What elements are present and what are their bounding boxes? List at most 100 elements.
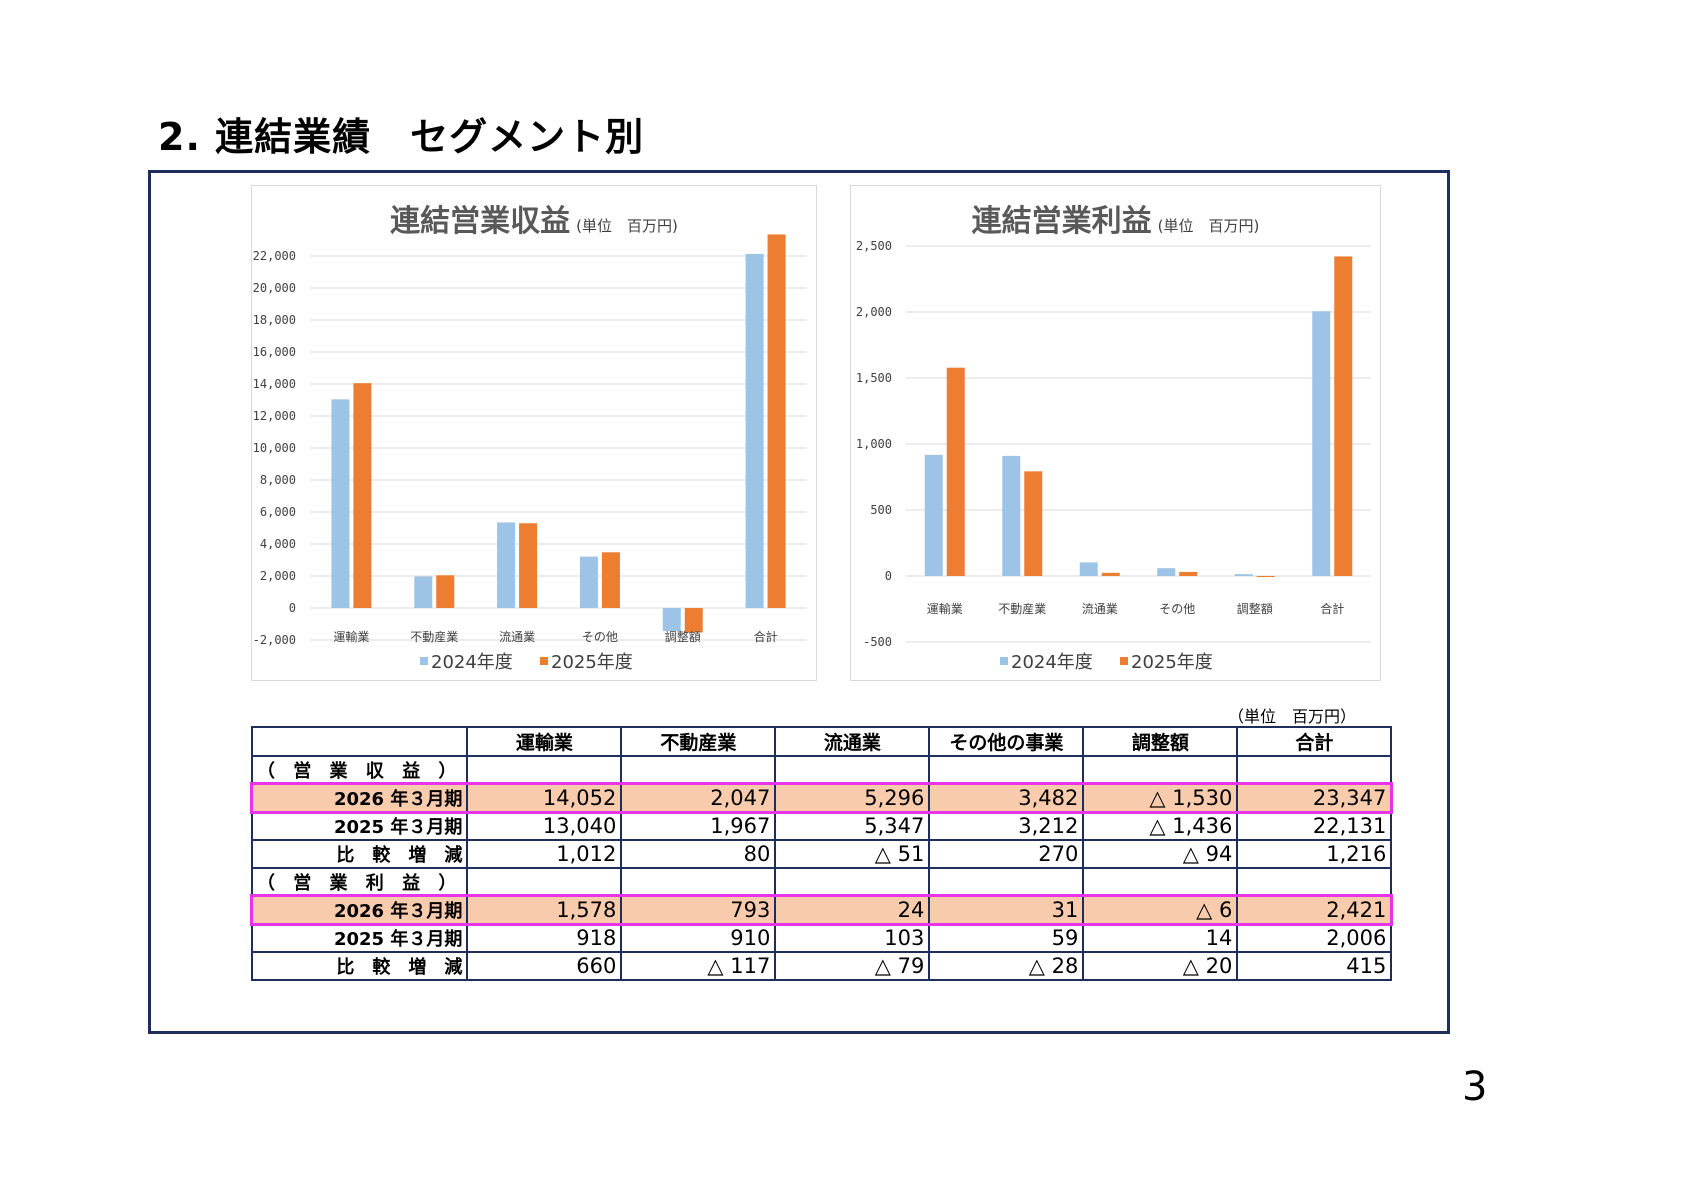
value-cell: 1,578 <box>466 895 623 925</box>
x-category-label: 不動産業 <box>410 629 458 644</box>
header-cell: 不動産業 <box>620 726 777 757</box>
value-cell: 5,296 <box>774 783 931 813</box>
value-cell: △ 117 <box>620 951 777 981</box>
value-cell: 1,216 <box>1236 839 1393 869</box>
revenue-chart-title: 連結営業収益 <box>390 204 571 239</box>
bar <box>1179 571 1198 576</box>
empty-cell <box>928 867 1085 897</box>
x-category-label: 合計 <box>754 629 778 644</box>
revenue-chart-unit: (単位 百万円) <box>576 217 678 235</box>
x-category-label: 流通業 <box>1082 602 1118 616</box>
value-cell: 13,040 <box>466 811 623 841</box>
legend-label: 2024年度 <box>1011 652 1093 673</box>
bar <box>1312 311 1331 576</box>
row-label: 2025 年３月期 <box>250 923 469 953</box>
value-cell: 80 <box>620 839 777 869</box>
empty-cell <box>928 755 1085 785</box>
value-cell: 918 <box>466 923 623 953</box>
y-tick-label: 1,000 <box>856 437 892 451</box>
legend-label: 2025年度 <box>551 652 633 673</box>
empty-cell <box>620 867 777 897</box>
bar <box>1002 455 1021 576</box>
table-row: 比 較 増 減 660 △ 117 △ 79 △ 28 △ 20 415 <box>250 951 1393 981</box>
y-tick-label: 2,000 <box>856 305 892 319</box>
value-cell: 910 <box>620 923 777 953</box>
value-cell: △ 6 <box>1082 895 1239 925</box>
profit-chart-title-wrap: 連結営業利益 (単位 百万円) <box>851 196 1380 240</box>
legend-swatch <box>420 657 428 665</box>
bar <box>497 522 516 608</box>
profit-chart-unit: (単位 百万円) <box>1157 217 1260 235</box>
y-tick-label: 500 <box>870 503 892 517</box>
bar <box>1157 568 1176 576</box>
bar <box>331 399 350 608</box>
table-row: 2026 年３月期 14,052 2,047 5,296 3,482 △ 1,530 23,… <box>249 782 1394 814</box>
bar <box>1101 572 1120 576</box>
value-cell: 793 <box>620 895 777 925</box>
section-label: （ 営 業 収 益 ） <box>250 755 469 785</box>
value-cell: 31 <box>928 895 1085 925</box>
bar <box>1024 471 1043 576</box>
value-cell: 24 <box>774 895 931 925</box>
y-tick-label: 16,000 <box>253 345 296 359</box>
table-row: 2026 年３月期 1,578 793 24 31 △ 6 2,421 <box>249 894 1394 926</box>
empty-cell <box>774 867 931 897</box>
empty-cell <box>1236 867 1393 897</box>
segment-table: 運輸業 不動産業 流通業 その他の事業 調整額 合計 （ 営 業 収 益 ） 20… <box>249 726 1394 981</box>
bar <box>1256 576 1275 577</box>
bar <box>745 253 764 608</box>
table-unit-note: （単位 百万円） <box>1228 707 1357 726</box>
empty-cell <box>466 755 623 785</box>
x-category-label: その他 <box>1159 602 1195 616</box>
value-cell: 23,347 <box>1236 783 1393 813</box>
bar <box>414 576 433 608</box>
x-category-label: その他 <box>582 630 618 644</box>
profit-chart: 連結営業利益 (単位 百万円) -500 0 500 1,000 1,500 2,000 2,… <box>850 185 1381 681</box>
value-cell: 14 <box>1082 923 1239 953</box>
value-cell: 3,212 <box>928 811 1085 841</box>
y-tick-label: 22,000 <box>253 249 296 263</box>
value-cell: 3,482 <box>928 783 1085 813</box>
y-tick-label: 14,000 <box>253 377 296 391</box>
page-title: 2. 連結業績 セグメント別 <box>158 115 645 159</box>
profit-chart-title: 連結営業利益 <box>971 204 1152 239</box>
row-label: 比 較 増 減 <box>250 839 469 869</box>
value-cell: 5,347 <box>774 811 931 841</box>
x-category-label: 流通業 <box>499 630 535 644</box>
bar <box>1079 562 1098 576</box>
table-row: 2025 年３月期 918 910 103 59 14 2,006 <box>250 923 1393 953</box>
empty-cell <box>1082 867 1239 897</box>
revenue-chart-title-wrap: 連結営業収益 (単位 百万円) <box>252 196 816 240</box>
value-cell: 2,421 <box>1236 895 1393 925</box>
x-category-label: 調整額 <box>1237 601 1273 616</box>
value-cell: 2,006 <box>1236 923 1393 953</box>
y-tick-label: 1,500 <box>856 371 892 385</box>
bar <box>767 234 786 608</box>
value-cell: 1,012 <box>466 839 623 869</box>
content-frame <box>148 170 1450 1034</box>
table-header-row: 運輸業 不動産業 流通業 その他の事業 調整額 合計 <box>250 726 1393 757</box>
bar <box>1334 256 1353 576</box>
empty-cell <box>620 755 777 785</box>
y-tick-label: 20,000 <box>253 281 296 295</box>
header-cell: その他の事業 <box>928 726 1085 757</box>
value-cell: 1,967 <box>620 811 777 841</box>
revenue-chart-svg: -2,000 0 2,000 4,000 6,000 8,000 10,000 12,000 1… <box>253 234 807 673</box>
y-tick-label: 0 <box>885 569 892 583</box>
row-label: 2025 年３月期 <box>250 811 469 841</box>
row-label: 比 較 増 減 <box>250 951 469 981</box>
page-number: 3 <box>1462 1064 1488 1110</box>
value-cell: 2,047 <box>620 783 777 813</box>
table-section-row: （ 営 業 利 益 ） <box>250 867 1393 897</box>
y-tick-label: 4,000 <box>260 537 296 551</box>
section-label: （ 営 業 利 益 ） <box>250 867 469 897</box>
value-cell: 14,052 <box>466 783 623 813</box>
empty-cell <box>466 867 623 897</box>
value-cell: 270 <box>928 839 1085 869</box>
bar <box>579 556 598 608</box>
bar <box>684 608 703 633</box>
value-cell: △ 28 <box>928 951 1085 981</box>
legend-label: 2025年度 <box>1131 652 1213 673</box>
legend-label: 2024年度 <box>431 652 513 673</box>
y-tick-label: 6,000 <box>260 505 296 519</box>
